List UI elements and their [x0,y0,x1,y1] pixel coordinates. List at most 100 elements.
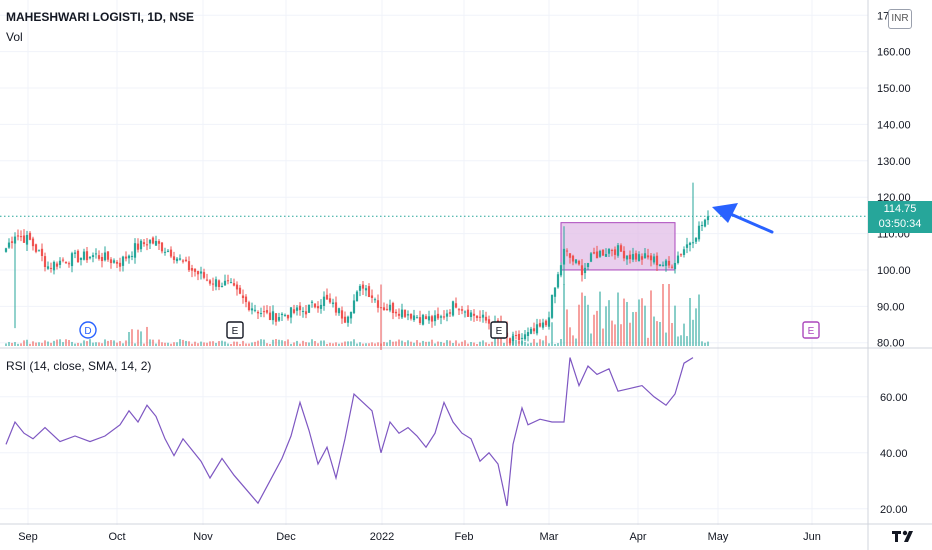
candle-body [523,334,527,340]
candle-body [559,265,563,276]
candle-body [469,312,473,318]
volume-bar [245,343,247,346]
volume-bar [89,339,91,346]
volume-bar [362,343,364,346]
candle-body [550,294,554,318]
currency-badge: INR [888,9,912,29]
volume-bar [182,339,184,346]
volume-bar [77,342,79,346]
time-tick-label: Jun [803,531,821,543]
volume-bar [581,292,583,346]
candle-body [691,242,695,244]
candle-body [61,259,65,261]
candle-body [706,216,710,221]
candle-body [400,309,404,318]
candle-body [283,314,287,316]
volume-bar [251,342,253,346]
volume-bar [5,343,7,346]
volume-bar [368,343,370,346]
volume-bar [317,343,319,346]
candle-body [652,256,656,263]
volume-bar [623,298,625,346]
candle-body [199,271,203,274]
candle-body [289,307,293,318]
volume-bar [59,339,61,346]
candle-body [214,279,218,287]
volume-label[interactable]: Vol [6,30,23,44]
candle-body [220,285,224,287]
candle-body [421,314,425,325]
volume-bar [689,297,691,346]
candle-body [595,251,599,259]
price-tick-label: 130.00 [877,156,911,168]
candle-body [388,304,392,311]
volume-bar [266,343,268,346]
candle-body [73,252,77,254]
volume-bar [470,342,472,346]
candle-body [319,304,323,309]
volume-bar [353,339,355,346]
candle-body [541,322,545,328]
candle-body [37,250,41,252]
candle-body [235,284,239,290]
time-tick-label: Sep [18,531,38,543]
volume-bar [254,341,256,346]
candle-body [373,299,377,301]
rsi-label[interactable]: RSI (14, close, SMA, 14, 2) [6,359,152,373]
candle-body [157,241,161,244]
candle-body [352,300,356,314]
volume-bar [407,340,409,346]
candle-body [226,280,230,282]
volume-bar [236,341,238,346]
candle-body [184,259,188,262]
candle-body [574,259,578,263]
time-tick-label: Mar [540,531,559,543]
volume-bar [704,342,706,346]
tradingview-logo-icon[interactable] [890,528,924,544]
volume-bar [125,340,127,346]
volume-bar [641,298,643,346]
annotation-arrow[interactable] [712,203,774,234]
volume-bar [47,341,49,346]
volume-bar [119,341,121,346]
volume-bar [374,343,376,346]
candle-body [568,253,572,258]
volume-bar [662,284,664,346]
volume-bar [206,342,208,346]
volume-bar [176,342,178,346]
volume-bar [446,340,448,346]
candle-body [10,241,14,243]
candle-body [379,307,383,309]
candle-body [28,232,32,240]
candle-body [259,313,263,315]
volume-bar [92,342,94,346]
candle-body [13,236,17,244]
volume-bar [359,342,361,346]
candle-body [481,314,485,318]
candles [4,182,710,350]
candle-body [484,316,488,321]
volume-bar [545,335,547,346]
volume-bar [110,340,112,346]
candle-body [151,237,155,244]
volume-bar [587,304,589,346]
volume-bar [260,339,262,346]
candle-body [295,307,299,311]
candle-body [616,245,620,256]
symbol-title[interactable]: MAHESHWARI LOGISTI, 1D, NSE [6,10,195,24]
candle-body [571,255,575,262]
volume-bar [371,342,373,346]
candle-body [613,249,617,255]
candle-body [331,302,335,304]
candle-body [58,260,62,265]
candle-body [115,261,119,264]
candle-body [46,266,50,269]
volume-bar [275,339,277,346]
volume-bar [155,343,157,346]
volume-bar [146,326,148,346]
volume-bar [635,311,637,346]
volume-bar [395,341,397,346]
volume-bar [227,343,229,346]
